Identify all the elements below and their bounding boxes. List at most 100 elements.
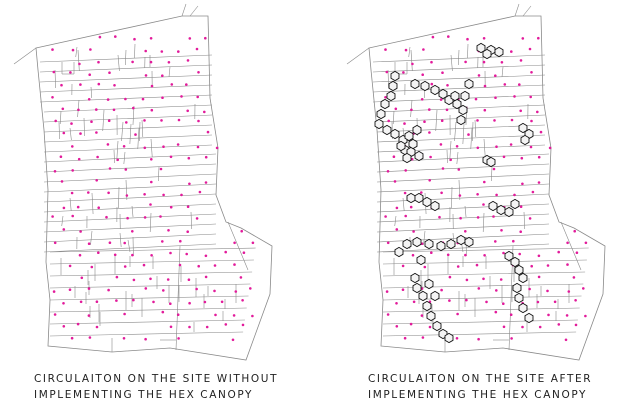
hexagon-canopy-cell — [450, 90, 460, 102]
magenta-circulation-dot — [70, 336, 74, 340]
hexagon-canopy-cell — [464, 236, 474, 248]
magenta-circulation-dot — [169, 302, 172, 306]
magenta-circulation-dot — [467, 133, 470, 136]
magenta-circulation-dot — [530, 119, 533, 123]
magenta-circulation-dot — [180, 193, 183, 197]
magenta-circulation-dot — [499, 278, 503, 281]
magenta-circulation-dot — [464, 230, 467, 233]
caption-line-2: IMPLEMENTING THE HEX CANOPY — [34, 389, 254, 401]
hexagon-canopy-cell — [482, 48, 492, 60]
hexagon-canopy-cell — [422, 196, 432, 208]
magenta-circulation-dot — [144, 287, 148, 290]
magenta-circulation-dot — [520, 156, 524, 160]
plot-line — [523, 211, 526, 230]
magenta-circulation-dot — [582, 287, 585, 290]
magenta-circulation-dot — [149, 60, 153, 64]
magenta-circulation-dot — [494, 240, 497, 243]
magenta-circulation-dot — [446, 253, 450, 257]
magenta-circulation-dot — [79, 132, 82, 135]
magenta-circulation-dot — [195, 217, 199, 220]
plot-line — [102, 109, 105, 132]
magenta-circulation-dot — [114, 35, 117, 38]
plot-line — [449, 140, 452, 162]
caption-line-2: IMPLEMENTING THE HEX CANOPY — [368, 389, 588, 401]
plot-line — [392, 110, 395, 125]
magenta-circulation-dot — [141, 97, 145, 101]
magenta-circulation-dot — [87, 242, 91, 245]
magenta-circulation-dot — [206, 130, 210, 134]
plot-line — [181, 3, 187, 17]
magenta-circulation-dot — [197, 71, 200, 74]
magenta-circulation-dot — [509, 143, 513, 146]
magenta-circulation-dot — [79, 230, 82, 233]
magenta-circulation-dot — [213, 264, 217, 267]
hexagon-canopy-cell — [524, 312, 534, 324]
magenta-circulation-dot — [150, 254, 153, 257]
plot-line — [482, 212, 485, 233]
plot-line — [43, 233, 217, 243]
magenta-circulation-dot — [495, 193, 498, 197]
plot-line — [150, 138, 153, 158]
magenta-circulation-dot — [566, 263, 569, 266]
magenta-circulation-dot — [392, 155, 396, 158]
magenta-circulation-dot — [537, 275, 541, 279]
magenta-circulation-dot — [384, 96, 387, 99]
magenta-circulation-dot — [51, 215, 54, 218]
magenta-circulation-dot — [123, 312, 126, 316]
magenta-circulation-dot — [440, 191, 443, 195]
magenta-circulation-dot — [71, 48, 75, 52]
hexagon-canopy-cell — [436, 240, 446, 252]
magenta-circulation-dot — [78, 253, 82, 257]
plot-line — [49, 247, 256, 253]
magenta-circulation-dot — [404, 214, 407, 218]
plot-line — [49, 271, 253, 277]
magenta-circulation-dot — [477, 287, 481, 290]
magenta-circulation-dot — [132, 278, 136, 282]
magenta-circulation-dot — [519, 205, 523, 208]
magenta-circulation-dot — [59, 155, 63, 158]
magenta-circulation-dot — [188, 182, 191, 186]
magenta-circulation-dot — [500, 229, 503, 232]
hexagon-canopy-cell — [514, 264, 524, 276]
magenta-circulation-dot — [60, 180, 64, 183]
circulation-dots — [51, 35, 255, 342]
hexagon-canopy-cell — [494, 46, 504, 58]
magenta-circulation-dot — [220, 300, 224, 304]
hexagon-canopy-cell — [374, 118, 384, 130]
magenta-circulation-dot — [90, 120, 93, 123]
plot-line — [501, 66, 504, 78]
hexagon-canopy-cell — [514, 292, 524, 304]
magenta-circulation-dot — [537, 36, 540, 40]
magenta-circulation-dot — [529, 145, 533, 149]
magenta-circulation-dot — [232, 314, 236, 317]
plot-line — [119, 232, 122, 248]
magenta-circulation-dot — [186, 230, 189, 233]
plot-line — [382, 319, 578, 325]
hexagon-canopy-cell — [518, 272, 528, 284]
plot-line — [49, 307, 247, 313]
magenta-circulation-dot — [169, 155, 173, 159]
plot-line — [49, 319, 245, 325]
plot-line — [410, 49, 413, 72]
hexagon-canopy-cell — [426, 310, 436, 322]
plot-line — [141, 119, 144, 138]
magenta-circulation-dot — [536, 110, 539, 114]
magenta-circulation-dot — [420, 314, 424, 317]
magenta-circulation-dot — [493, 119, 496, 122]
magenta-circulation-dot — [169, 325, 173, 329]
magenta-circulation-dot — [234, 290, 238, 293]
magenta-circulation-dot — [557, 323, 561, 326]
hexagon-canopy-cell — [496, 204, 506, 216]
plot-line — [382, 295, 582, 301]
magenta-circulation-dot — [196, 95, 199, 99]
plot-line — [474, 119, 477, 138]
plot-line — [137, 127, 140, 150]
magenta-circulation-dot — [106, 143, 110, 146]
magenta-circulation-dot — [188, 37, 192, 40]
magenta-circulation-dot — [428, 325, 432, 329]
magenta-circulation-dot — [188, 325, 191, 329]
magenta-circulation-dot — [428, 179, 431, 182]
magenta-circulation-dot — [122, 145, 126, 148]
magenta-circulation-dot — [483, 84, 487, 88]
plot-line — [522, 5, 532, 17]
